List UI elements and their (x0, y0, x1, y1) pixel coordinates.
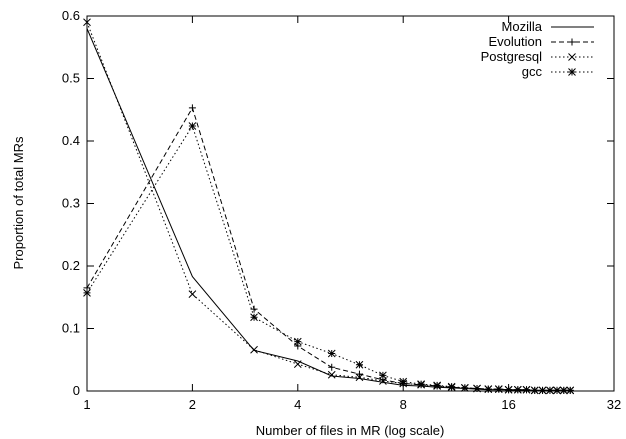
legend-label: gcc (522, 64, 543, 79)
data-point-marker (250, 345, 258, 354)
data-point-marker (379, 371, 387, 380)
data-point-marker (293, 360, 302, 368)
y-axis-label: Proportion of total MRs (11, 136, 26, 269)
data-point-marker (530, 386, 539, 395)
data-point-marker (473, 384, 481, 393)
data-point-marker (355, 373, 364, 382)
data-point-marker (83, 289, 91, 297)
data-point-marker (568, 68, 576, 76)
data-point-marker (568, 53, 576, 61)
x-tick-label: 2 (189, 397, 196, 412)
data-point-marker (327, 370, 336, 379)
data-point-marker (83, 18, 91, 27)
data-point-marker (355, 360, 364, 369)
data-point-marker (513, 385, 522, 394)
series-line (86, 106, 571, 391)
y-tick-label: 0 (73, 383, 80, 398)
legend-label: Evolution (489, 34, 542, 49)
data-point-marker (188, 104, 196, 112)
data-point-marker (559, 386, 568, 395)
y-tick-label: 0.1 (62, 321, 80, 336)
data-point-marker (546, 386, 554, 395)
data-point-marker (461, 384, 469, 392)
axis-ticks: 0 0.1 0.2 0.3 0.4 0.5 0.6 1 2 4 8 16 32 (62, 8, 621, 412)
y-tick-label: 0.4 (62, 133, 80, 148)
data-point-marker (293, 337, 302, 346)
data-point-marker (250, 305, 258, 313)
data-point-marker (538, 386, 547, 395)
series-postgresql (83, 18, 575, 395)
legend-label: Mozilla (502, 19, 543, 34)
x-tick-label: 16 (501, 397, 515, 412)
data-point-marker (379, 377, 387, 385)
y-tick-label: 0.5 (62, 71, 80, 86)
data-point-marker (447, 382, 456, 391)
x-axis-label: Number of files in MR (log scale) (256, 423, 445, 438)
data-point-marker (399, 377, 408, 386)
data-point-marker (250, 313, 258, 322)
data-point-marker (568, 38, 576, 46)
x-tick-label: 4 (294, 397, 301, 412)
series-line (86, 124, 571, 391)
y-tick-label: 0.6 (62, 8, 80, 23)
series-line (86, 22, 571, 391)
x-tick-label: 1 (83, 397, 90, 412)
x-tick-label: 32 (607, 397, 621, 412)
y-tick-label: 0.2 (62, 258, 80, 273)
series-layer (83, 18, 575, 395)
x-tick-label: 8 (400, 397, 407, 412)
legend-label: Postgresql (481, 49, 543, 64)
data-point-marker (327, 349, 336, 358)
data-point-marker (355, 370, 363, 378)
data-point-marker (504, 385, 513, 394)
y-tick-label: 0.3 (62, 196, 80, 211)
data-point-marker (188, 122, 197, 130)
data-point-marker (522, 385, 531, 394)
data-point-marker (484, 385, 493, 393)
data-point-marker (566, 386, 575, 395)
data-point-marker (328, 363, 336, 371)
data-point-marker (433, 381, 441, 390)
data-point-marker (553, 386, 561, 395)
series-gcc (83, 122, 575, 395)
data-point-marker (417, 380, 425, 388)
data-point-marker (188, 290, 197, 298)
data-point-marker (494, 385, 503, 393)
